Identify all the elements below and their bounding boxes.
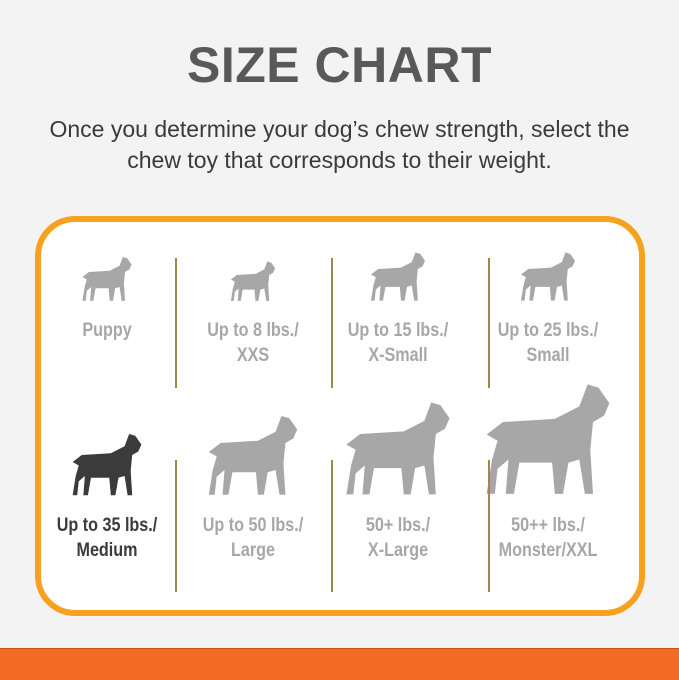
size-label-line2: X-Large (367, 540, 429, 561)
size-label-line1: Up to 8 lbs./ (207, 320, 299, 341)
size-label: Up to 50 lbs./ Large (189, 513, 317, 563)
page-title: SIZE CHART (187, 37, 492, 93)
column-divider (488, 258, 490, 388)
column-divider (175, 258, 177, 388)
size-label-line2: XXS (236, 345, 270, 366)
size-label: Puppy (43, 318, 171, 343)
size-label-line1: Up to 25 lbs./ (497, 320, 599, 341)
size-label: Up to 35 lbs./ Medium (43, 513, 171, 563)
size-label-line2: X-Small (368, 345, 428, 366)
size-label-line1: Up to 50 lbs./ (202, 515, 304, 536)
size-label-line2: Medium (76, 540, 138, 561)
size-label-line2: Large (231, 540, 275, 561)
subtitle: Once you determine your dog’s chew stren… (49, 116, 630, 173)
size-label-line1: Up to 15 lbs./ (347, 320, 449, 341)
size-label-line2: Small (526, 345, 570, 366)
terrier-icon (473, 247, 623, 302)
beagle-icon (32, 427, 182, 497)
size-label: Up to 25 lbs./ Small (484, 318, 612, 368)
labrador-icon (178, 407, 328, 497)
size-label: 50+ lbs./ X-Large (334, 513, 462, 563)
size-label-line2: Monster/XXL (498, 540, 598, 561)
size-label: 50++ lbs./ Monster/XXL (484, 513, 612, 563)
german-shepherd-icon (323, 392, 473, 497)
column-divider (331, 460, 333, 592)
toy-pinscher-icon (323, 247, 473, 302)
size-label: Up to 8 lbs./ XXS (189, 318, 317, 368)
size-label: Up to 15 lbs./ X-Small (334, 318, 462, 368)
size-label-line1: 50++ lbs./ (511, 515, 585, 536)
size-label-line1: Puppy (82, 320, 132, 341)
puppy-icon (32, 252, 182, 302)
chihuahua-icon (178, 257, 328, 302)
size-label-line1: 50+ lbs./ (365, 515, 431, 536)
column-divider (488, 460, 490, 592)
size-label-line1: Up to 35 lbs./ (56, 515, 158, 536)
footer-bar (0, 648, 679, 680)
column-divider (175, 460, 177, 592)
great-dane-icon (473, 372, 623, 497)
column-divider (331, 258, 333, 388)
